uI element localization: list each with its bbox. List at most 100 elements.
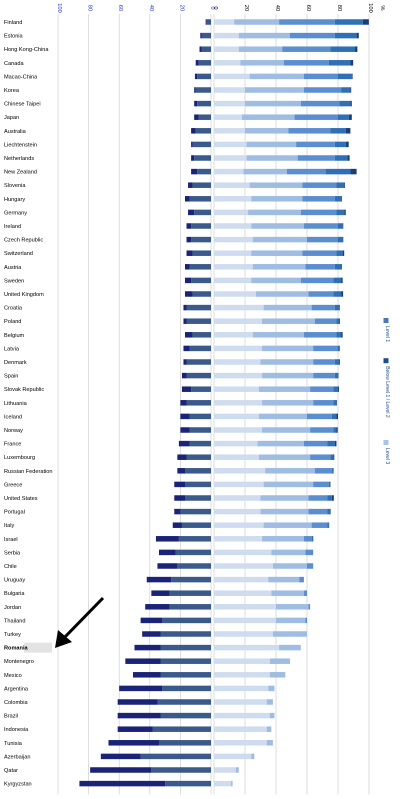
- bar-level-4: [307, 413, 332, 420]
- country-label: Croatia: [4, 306, 23, 312]
- bar-below-level-1: [125, 658, 161, 664]
- neg-tick-label: 20: [178, 5, 184, 11]
- bar-level-6: [333, 454, 335, 460]
- bar-level-2: [214, 549, 272, 556]
- bar-level-6: [341, 332, 343, 338]
- bar-level-4: [303, 590, 307, 596]
- bar-level-4: [314, 318, 337, 324]
- bar-level-4: [279, 19, 335, 25]
- bar-level-4: [299, 576, 304, 583]
- bar-below-level-1: [184, 264, 190, 270]
- bar-level-4: [305, 549, 314, 556]
- bar-level-3: [268, 685, 275, 692]
- bar-below-level-1: [108, 740, 159, 746]
- bar-level-5: [333, 291, 342, 297]
- bar-level-1: [152, 726, 211, 732]
- country-label: Hungary: [4, 197, 25, 203]
- country-label: Qatar: [4, 768, 18, 774]
- bar-level-1: [162, 685, 211, 692]
- bar-level-6: [336, 427, 338, 433]
- bar-level-2: [214, 359, 261, 365]
- bar-level-6: [350, 87, 352, 93]
- bar-level-2: [214, 100, 245, 107]
- bar-level-1: [157, 699, 211, 705]
- bar-level-2: [214, 87, 245, 93]
- bar-level-4: [308, 291, 334, 297]
- bar-level-3: [262, 372, 314, 379]
- bar-level-5: [330, 128, 346, 134]
- bar-below-level-1: [180, 427, 190, 433]
- bar-level-3: [251, 223, 304, 229]
- country-label: Luxembourg: [4, 455, 35, 461]
- bar-level-2: [214, 291, 256, 297]
- country-label: Thailand: [4, 618, 25, 624]
- pos-tick-label: 80: [336, 5, 342, 11]
- bar-level-6: [342, 223, 344, 229]
- bar-level-1: [180, 508, 211, 515]
- bar-level-4: [302, 196, 335, 202]
- bar-level-3: [265, 468, 315, 474]
- bar-level-2: [214, 413, 259, 420]
- bar-below-level-1: [140, 617, 163, 624]
- bar-level-2: [214, 46, 239, 52]
- bar-level-5: [334, 264, 342, 270]
- bar-level-1: [160, 712, 211, 719]
- bar-level-1: [160, 672, 211, 678]
- country-label: Romania: [4, 646, 29, 652]
- bar-below-level-1: [119, 685, 163, 692]
- bar-level-4: [289, 32, 335, 39]
- bar-level-4: [286, 168, 326, 175]
- bar-below-level-1: [174, 495, 185, 501]
- country-label: New Zealand: [4, 170, 37, 176]
- bar-level-2: [214, 536, 263, 542]
- bar-below-level-1: [117, 726, 153, 732]
- country-label: Australia: [4, 129, 27, 135]
- bar-level-5: [334, 304, 340, 311]
- country-label: Hong Kong-China: [4, 47, 49, 53]
- bar-level-4: [313, 372, 335, 379]
- bar-below-level-1: [186, 236, 192, 243]
- bar-below-level-1: [199, 46, 202, 52]
- bar-below-level-1: [132, 672, 161, 678]
- bar-level-1: [184, 468, 211, 474]
- country-label: Jordan: [4, 605, 21, 611]
- bar-level-5: [334, 155, 348, 161]
- bar-level-4: [310, 454, 331, 460]
- bar-level-5: [333, 400, 337, 406]
- bar-level-5: [330, 454, 334, 460]
- bar-below-level-1: [172, 522, 182, 528]
- bar-level-4: [313, 359, 335, 365]
- country-label: Germany: [4, 210, 27, 216]
- bar-level-3: [262, 400, 314, 406]
- bar-level-4: [313, 400, 334, 406]
- bar-below-level-1: [205, 19, 207, 25]
- pos-tick-label: 60: [305, 5, 311, 11]
- bar-level-3: [251, 250, 303, 256]
- bar-level-1: [197, 168, 211, 175]
- bar-level-4: [303, 223, 338, 229]
- country-label: Canada: [4, 61, 24, 67]
- bar-level-5: [311, 536, 314, 542]
- bar-below-level-1: [79, 780, 166, 787]
- bar-level-2: [214, 345, 263, 352]
- bar-level-1: [201, 32, 211, 39]
- country-label: Slovenia: [4, 183, 26, 189]
- bar-level-3: [269, 658, 290, 664]
- bar-level-5: [336, 209, 345, 216]
- bar-level-2: [214, 726, 267, 732]
- bar-level-1: [178, 536, 211, 542]
- bar-level-4: [310, 386, 334, 392]
- bar-level-5: [331, 468, 334, 474]
- bar-level-3: [262, 318, 315, 324]
- country-label: Italy: [4, 523, 14, 529]
- bar-level-2: [214, 236, 253, 243]
- bar-below-level-1: [184, 332, 193, 338]
- bar-level-5: [333, 427, 337, 433]
- bar-level-6: [344, 209, 346, 216]
- bar-level-1: [191, 223, 211, 229]
- bar-below-level-1: [142, 631, 161, 637]
- bar-level-2: [214, 604, 276, 610]
- bar-level-3: [268, 576, 300, 583]
- bar-level-4: [313, 481, 329, 488]
- bar-level-6: [355, 46, 358, 52]
